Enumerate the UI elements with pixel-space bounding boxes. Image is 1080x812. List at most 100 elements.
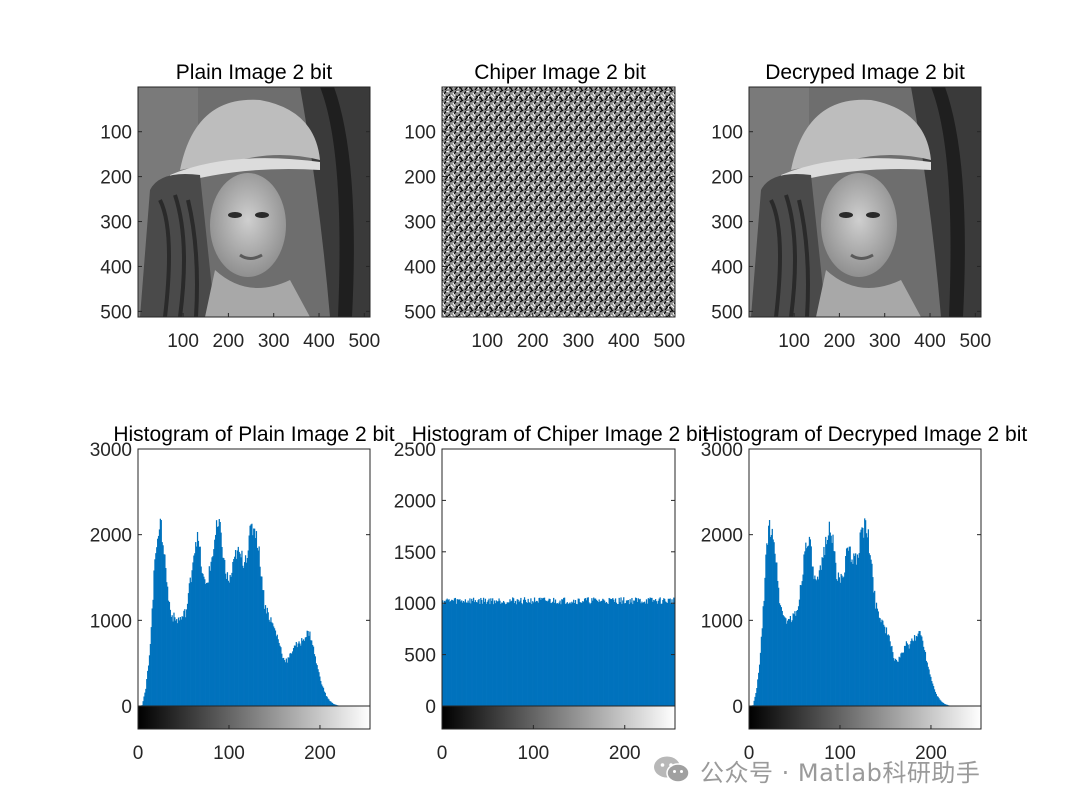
histogram-bar xyxy=(653,599,655,706)
histogram-bar xyxy=(563,597,566,706)
y-tick-label: 400 xyxy=(404,257,436,278)
histogram-bar xyxy=(861,527,863,706)
histogram-bar xyxy=(644,601,646,706)
histogram-bar xyxy=(240,557,242,706)
histogram-bar xyxy=(294,645,297,706)
histogram-bar xyxy=(525,602,527,706)
y-ticks: 100 200 300 400 500 xyxy=(100,123,370,323)
histogram-bar xyxy=(907,644,909,706)
histogram-bar xyxy=(556,603,558,706)
histogram-bar xyxy=(836,580,839,706)
panel-title: Histogram of Decryped Image 2 bit xyxy=(703,423,1028,446)
histogram-bar xyxy=(834,551,836,706)
histogram-bar xyxy=(593,598,596,706)
histogram-bar xyxy=(227,580,229,706)
histogram-bar xyxy=(582,601,584,706)
histogram-bar xyxy=(540,599,542,706)
histogram-bar xyxy=(876,608,879,706)
histogram-bar xyxy=(771,528,773,706)
histogram-bar xyxy=(646,603,649,706)
histogram-bar xyxy=(604,600,606,706)
histogram-bar xyxy=(164,554,166,706)
x-tick-label: 200 xyxy=(609,743,641,764)
histogram-bar xyxy=(335,704,337,706)
histogram-bar xyxy=(601,600,603,706)
histogram-bar xyxy=(608,597,610,706)
histogram-bar xyxy=(945,704,947,706)
histogram-bar xyxy=(786,623,788,706)
histogram-bar xyxy=(198,546,200,706)
y-tick-label: 2500 xyxy=(394,440,436,461)
histogram-bar xyxy=(515,604,517,706)
histogram-bar xyxy=(754,696,756,706)
histogram-bar xyxy=(609,598,611,706)
histogram-bar xyxy=(654,599,657,706)
histogram-bar xyxy=(604,602,607,706)
gray-colorbar xyxy=(441,705,676,730)
wechat-icon xyxy=(654,756,690,783)
histogram-bar xyxy=(312,646,315,706)
histogram-bar xyxy=(300,645,302,706)
histogram-bar xyxy=(910,641,912,706)
histogram-bar xyxy=(147,670,149,706)
histogram-bar xyxy=(289,653,291,706)
histogram-bar xyxy=(299,643,301,706)
histogram-bar xyxy=(315,663,317,706)
histogram-bar xyxy=(570,603,572,706)
histogram-bar xyxy=(231,572,233,706)
histogram-bar xyxy=(322,687,325,706)
histogram-bar xyxy=(802,574,804,706)
histogram-bar xyxy=(442,600,444,706)
histogram-bar xyxy=(932,683,934,706)
histogram-bar xyxy=(545,600,548,706)
histogram-bar xyxy=(485,603,487,706)
histogram-bar xyxy=(873,592,875,706)
histogram-bar xyxy=(768,520,771,706)
histogram-bar xyxy=(795,615,797,706)
histogram-bar xyxy=(165,568,167,706)
histogram-bar xyxy=(855,564,858,706)
histogram-bar xyxy=(306,630,308,706)
histogram-bar xyxy=(150,627,152,706)
histogram-bar xyxy=(568,603,570,706)
histogram-bar xyxy=(639,598,641,706)
panel-title: Plain Image 2 bit xyxy=(176,61,333,84)
histogram-bar xyxy=(250,524,252,706)
histogram-bar xyxy=(284,662,287,706)
histogram-bar xyxy=(457,599,459,706)
histogram-bar xyxy=(467,600,469,706)
histogram-bar xyxy=(523,597,526,706)
histogram-bar xyxy=(829,532,831,706)
histogram-bar xyxy=(898,656,900,706)
histogram-bar xyxy=(856,554,859,706)
histogram-bar xyxy=(943,703,946,706)
histogram-bar xyxy=(657,600,659,706)
histogram-bar xyxy=(292,648,295,706)
y-tick-label: 300 xyxy=(404,213,436,234)
histogram-bar xyxy=(553,602,556,706)
histogram-bar xyxy=(845,548,848,706)
histogram-bar xyxy=(221,546,223,706)
histogram-bar xyxy=(874,590,876,706)
histogram-bar xyxy=(811,566,813,706)
histogram-bar xyxy=(259,566,261,706)
histogram-bar xyxy=(611,598,613,706)
histogram-bar xyxy=(944,704,947,706)
histogram-bar xyxy=(666,602,669,706)
histogram-bar xyxy=(656,603,659,706)
image-plain xyxy=(138,87,370,318)
histogram-bar xyxy=(916,636,918,706)
histogram-bar xyxy=(553,597,555,706)
x-ticks: 0 100 200 xyxy=(133,725,336,764)
histogram-bar xyxy=(590,602,592,706)
histogram-bar xyxy=(262,590,264,706)
histogram-bar xyxy=(631,597,633,706)
histogram-bar xyxy=(781,610,783,706)
histogram-bar xyxy=(554,599,557,706)
histogram-bar xyxy=(205,583,207,706)
histogram-bar xyxy=(884,626,886,706)
watermark-text: 公众号 · Matlab科研助手 xyxy=(700,758,981,787)
histogram-bar xyxy=(268,619,270,706)
panel-plain-image: Plain Image 2 bit 100 200 300 400 500 100 200… xyxy=(100,61,380,352)
y-tick-label: 0 xyxy=(121,697,132,718)
